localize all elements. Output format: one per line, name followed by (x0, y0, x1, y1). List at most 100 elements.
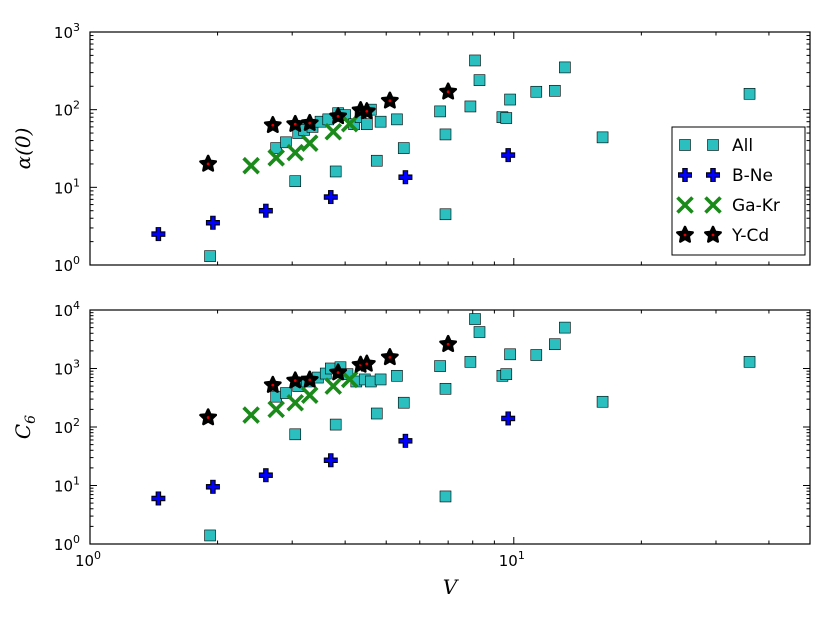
data-point (439, 128, 452, 141)
y-tick-label: 101 (54, 176, 80, 197)
y-tick-label: 101 (54, 475, 80, 496)
data-point (270, 390, 282, 403)
y-axis-title: α(0) (11, 128, 35, 170)
data-point (204, 529, 216, 542)
data-point (205, 215, 220, 230)
data-point (300, 134, 319, 152)
data-point (365, 375, 377, 388)
data-point (380, 348, 399, 366)
data-point (398, 170, 413, 185)
data-point (504, 93, 516, 106)
data-point (361, 118, 373, 130)
data-point (439, 334, 458, 352)
data-point (549, 338, 561, 351)
data-point (324, 122, 343, 141)
data-point (286, 114, 305, 132)
y-tick-label: 100 (54, 254, 80, 275)
data-point (263, 375, 282, 393)
data-point (323, 453, 338, 468)
legend-marker (704, 196, 722, 214)
y-axis-title: C6 (11, 415, 39, 439)
data-point (289, 428, 302, 441)
series-all (204, 313, 756, 542)
data-point (380, 91, 399, 109)
data-point (397, 142, 410, 154)
data-point (370, 154, 383, 167)
data-point (743, 356, 756, 368)
legend-entry-all: All (679, 136, 753, 156)
chart-panel-2: 100 101 102 103 104 100 101 C6 V (11, 299, 811, 599)
x-tick-label: 101 (499, 549, 525, 570)
data-point (530, 85, 543, 98)
data-point (329, 165, 342, 178)
data-point (530, 349, 543, 361)
x-tick-label: 100 (75, 549, 101, 570)
data-point (500, 112, 513, 124)
data-point (340, 370, 359, 389)
data-point (434, 360, 446, 372)
data-point (151, 491, 166, 506)
legend-marker (676, 196, 694, 214)
legend-entry-ga-kr: Ga-Kr (676, 196, 780, 216)
data-point (280, 387, 292, 399)
legend-marker (704, 225, 722, 243)
data-point (242, 406, 260, 424)
data-point (151, 227, 166, 242)
data-point (464, 100, 477, 113)
data-point (559, 61, 571, 74)
data-point (500, 368, 513, 380)
data-point (439, 382, 452, 395)
data-point (391, 370, 403, 382)
data-point (280, 136, 292, 149)
data-point (439, 490, 452, 503)
y-tick-label: 104 (54, 299, 80, 320)
legend-marker (679, 139, 691, 151)
legend-label: Ga-Kr (732, 196, 780, 216)
data-point (329, 363, 348, 381)
legend-entry-b-ne: B-Ne (678, 166, 773, 186)
y-tick-label: 100 (54, 533, 80, 554)
data-point (289, 175, 302, 187)
data-point (559, 321, 571, 334)
data-point (258, 203, 273, 218)
data-point (286, 143, 305, 162)
data-point (391, 113, 403, 126)
legend-marker (676, 225, 694, 243)
data-point (204, 250, 216, 262)
data-point (242, 156, 260, 175)
data-point (199, 408, 218, 426)
legend-box (671, 126, 806, 256)
data-point (469, 54, 481, 67)
legend-marker (707, 139, 719, 151)
data-point (439, 82, 458, 100)
data-point (374, 115, 387, 128)
legend-label: Y-Cd (731, 226, 769, 246)
data-point (286, 393, 305, 412)
y-tick-label: 103 (54, 21, 80, 42)
legend: All B-Ne Ga-Kr Y-Cd (671, 126, 806, 256)
data-point (300, 370, 319, 388)
data-point (596, 131, 609, 144)
data-point (357, 354, 376, 372)
data-point (267, 149, 285, 167)
series-y-cd (199, 334, 458, 426)
data-point (199, 154, 218, 172)
data-point (398, 433, 413, 448)
data-point (596, 395, 609, 408)
y-tick-label: 102 (54, 99, 80, 120)
legend-marker (706, 168, 720, 182)
data-point (205, 479, 220, 494)
data-point (504, 348, 516, 361)
data-point (323, 190, 338, 205)
data-point (258, 468, 273, 483)
data-point (501, 411, 516, 426)
series-b-ne (151, 148, 516, 242)
data-point (340, 114, 359, 133)
x-axis-title: V (443, 575, 460, 599)
legend-label: B-Ne (732, 166, 773, 186)
data-point (324, 377, 343, 395)
data-point (374, 373, 387, 386)
data-point (469, 313, 481, 325)
data-point (743, 88, 756, 100)
